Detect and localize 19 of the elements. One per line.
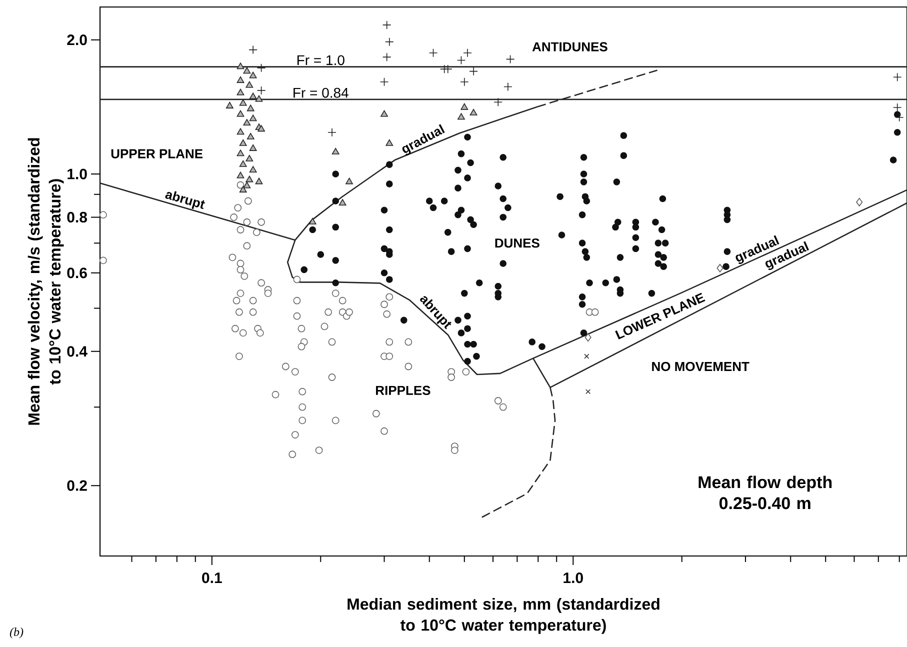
annotation: RIPPLES xyxy=(376,386,430,396)
y-tick-label: 0.2 xyxy=(67,480,87,491)
x-tick-label: 0.1 xyxy=(202,572,222,584)
text: (b) xyxy=(10,628,24,638)
y-axis-title: Mean flow velocity, m/s (standardized to 10°C water temperature) xyxy=(28,138,64,425)
annotation: Fr = 1.0 xyxy=(297,55,344,66)
annotation: Fr = 0.84 xyxy=(294,88,348,98)
annotation: Mean flow depth 0.25-0.40 m xyxy=(698,476,832,510)
y-tick-label: 0.6 xyxy=(67,268,87,278)
annotation: abrupt xyxy=(165,191,206,210)
annotation: NO MOVEMENT xyxy=(652,362,750,372)
y-tick-label: 2.0 xyxy=(67,34,87,46)
annotation: ANTIDUNES xyxy=(532,42,608,52)
annotation: DUNES xyxy=(495,238,540,248)
y-tick-label: 1.0 xyxy=(68,168,87,180)
annotation: UPPER PLANE xyxy=(111,149,203,158)
y-tick-label: 0.8 xyxy=(67,212,88,223)
y-tick-label: 0.4 xyxy=(67,346,88,357)
x-axis-title: Median sediment size, mm (standardized to 10°C water temperature) xyxy=(348,598,660,634)
